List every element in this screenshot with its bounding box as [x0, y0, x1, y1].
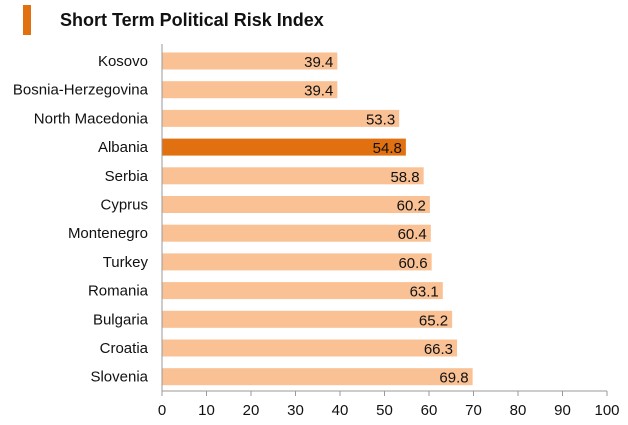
bar-montenegro	[162, 224, 431, 242]
x-tick-label: 50	[376, 402, 393, 419]
value-label: 69.8	[439, 370, 468, 387]
category-label: Turkey	[103, 254, 149, 271]
chart-title: Short Term Political Risk Index	[60, 10, 324, 30]
value-label: 66.3	[424, 341, 453, 358]
bar-romania	[162, 282, 443, 300]
bar-slovenia	[162, 368, 473, 386]
category-label: Kosovo	[98, 53, 148, 70]
value-label: 53.3	[366, 111, 395, 128]
bar-cyprus	[162, 196, 430, 213]
category-label: Albania	[98, 139, 149, 156]
x-tick-label: 20	[243, 402, 260, 419]
bar-kosovo	[162, 52, 338, 70]
value-label: 60.4	[398, 226, 427, 243]
bar-bulgaria	[162, 310, 453, 328]
x-tick-label: 30	[287, 402, 304, 419]
value-label: 60.2	[397, 198, 426, 215]
x-tick-label: 0	[158, 402, 166, 419]
bar-north-macedonia	[162, 109, 400, 127]
bar-croatia	[162, 339, 458, 357]
title-accent-bar	[23, 5, 31, 35]
x-tick-label: 90	[554, 402, 571, 419]
category-label: Serbia	[105, 168, 149, 185]
value-label: 54.8	[373, 140, 402, 157]
bar-bosnia-herzegovina	[162, 81, 338, 99]
x-tick-label: 40	[332, 402, 349, 419]
category-label: Romania	[88, 283, 149, 300]
value-label: 58.8	[390, 169, 419, 186]
category-label: Croatia	[100, 340, 149, 357]
x-tick-label: 100	[594, 402, 619, 419]
x-tick-label: 80	[510, 402, 527, 419]
value-label: 63.1	[410, 284, 439, 301]
value-label: 65.2	[419, 312, 448, 329]
category-label: Slovenia	[90, 369, 148, 386]
category-label: Montenegro	[68, 225, 148, 242]
category-label: Bosnia-Herzegovina	[13, 82, 149, 99]
bar-albania	[162, 138, 406, 156]
x-tick-label: 10	[198, 402, 215, 419]
category-label: Cyprus	[100, 197, 148, 214]
x-tick-label: 60	[421, 402, 438, 419]
value-label: 39.4	[304, 83, 333, 100]
value-label: 39.4	[304, 54, 333, 71]
category-label: North Macedonia	[34, 110, 149, 127]
x-tick-label: 70	[465, 402, 482, 419]
bar-turkey	[162, 253, 432, 271]
category-label: Bulgaria	[93, 311, 149, 328]
bar-serbia	[162, 167, 424, 185]
value-label: 60.6	[398, 255, 427, 272]
